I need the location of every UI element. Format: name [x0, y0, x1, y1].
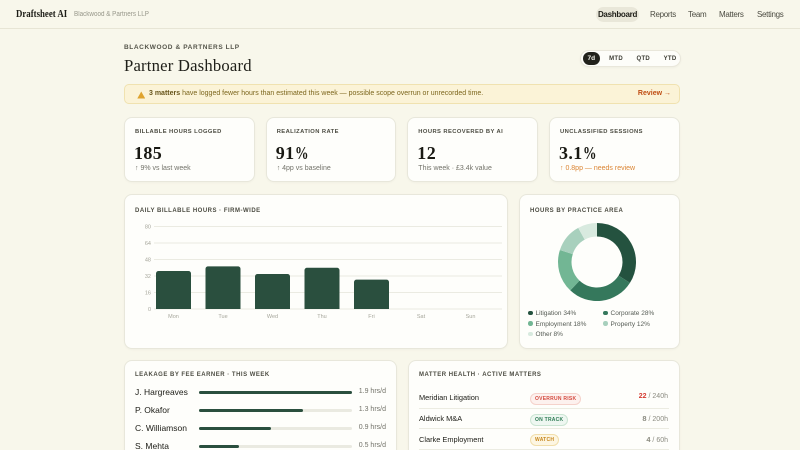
svg-text:64: 64	[145, 241, 151, 247]
svg-text:16: 16	[145, 291, 151, 297]
svg-text:0: 0	[148, 307, 151, 313]
svg-text:Tue: Tue	[218, 314, 227, 320]
svg-text:Sun: Sun	[466, 314, 476, 320]
svg-text:Sat: Sat	[417, 314, 426, 320]
svg-text:Thu: Thu	[317, 314, 326, 320]
svg-text:80: 80	[145, 225, 151, 231]
svg-text:48: 48	[145, 258, 151, 264]
svg-text:Wed: Wed	[267, 314, 278, 320]
svg-text:Fri: Fri	[368, 314, 374, 320]
svg-text:Mon: Mon	[168, 314, 179, 320]
svg-text:32: 32	[145, 274, 151, 280]
